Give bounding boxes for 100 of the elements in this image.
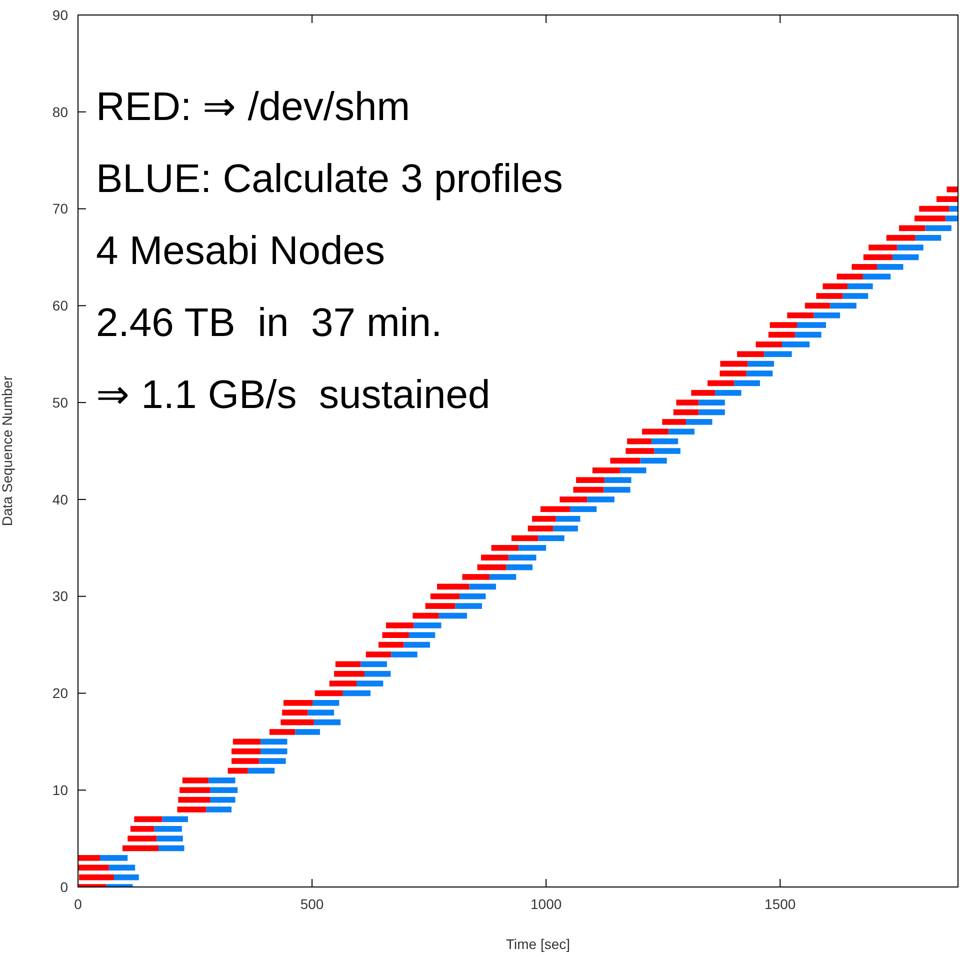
bar: [329, 680, 357, 686]
bar: [206, 806, 232, 812]
bar: [210, 787, 238, 794]
bar: [746, 370, 773, 376]
x-tick-label: 500: [300, 896, 324, 912]
bar: [587, 496, 614, 502]
bar: [814, 312, 840, 318]
bar: [180, 787, 210, 794]
y-axis-title: Data Sequence Number: [0, 376, 15, 526]
bar: [334, 670, 364, 677]
bar: [260, 748, 288, 754]
bar: [863, 254, 892, 260]
bar: [640, 458, 667, 464]
bar: [654, 448, 680, 454]
y-tick-label: 20: [52, 685, 68, 702]
bar: [414, 622, 442, 628]
bar: [154, 826, 182, 832]
bar: [232, 738, 261, 745]
bar: [877, 264, 904, 270]
bar: [78, 855, 100, 861]
bar: [469, 584, 496, 590]
bar: [764, 351, 792, 358]
bar: [228, 768, 248, 774]
bar: [477, 564, 506, 570]
bar: [892, 254, 919, 260]
bar: [720, 370, 746, 376]
y-tick-label: 10: [52, 782, 68, 798]
bar: [158, 845, 184, 852]
bar: [556, 516, 580, 522]
bar: [378, 642, 404, 648]
bar: [604, 486, 630, 493]
bar: [532, 516, 556, 522]
bar: [626, 448, 654, 454]
bar: [511, 535, 538, 542]
y-tick-label: 40: [52, 491, 68, 508]
bar: [830, 302, 856, 309]
bar: [945, 216, 958, 222]
bar: [862, 274, 891, 280]
bar: [560, 496, 588, 502]
bar: [897, 244, 924, 250]
bar: [610, 458, 640, 464]
annotation: 2.46 TB in 37 min.: [96, 301, 442, 345]
bar: [686, 419, 712, 425]
bar: [676, 400, 699, 406]
bar: [308, 710, 334, 716]
bar: [108, 864, 136, 871]
bar: [134, 816, 162, 822]
bar: [570, 506, 597, 512]
bar: [782, 342, 810, 348]
bar: [642, 428, 669, 435]
bar: [130, 826, 154, 832]
bar: [122, 845, 159, 852]
bar: [412, 612, 439, 619]
bar: [78, 864, 109, 871]
bar: [627, 438, 652, 444]
bar: [842, 293, 868, 299]
bar: [949, 206, 958, 212]
bar: [282, 710, 308, 716]
bar: [404, 642, 430, 648]
bar: [698, 400, 725, 406]
bar: [342, 690, 371, 696]
bar: [787, 312, 814, 318]
bar: [506, 564, 533, 570]
y-tick-label: 60: [52, 298, 68, 314]
bar: [114, 874, 139, 880]
bar: [178, 796, 210, 803]
bar: [455, 603, 482, 609]
bar: [260, 738, 288, 745]
bar: [391, 652, 418, 658]
y-tick-label: 30: [52, 588, 68, 604]
y-tick-label: 80: [52, 104, 68, 120]
annotation: BLUE: Calculate 3 profiles: [96, 157, 563, 201]
bar: [668, 428, 694, 435]
bar: [232, 748, 261, 754]
bar: [673, 409, 699, 416]
bar: [651, 438, 678, 444]
bar: [662, 419, 686, 425]
bar: [868, 244, 898, 250]
bar: [489, 574, 516, 580]
bar: [748, 360, 774, 367]
bar: [462, 574, 490, 580]
bar: [408, 632, 436, 638]
bar: [620, 467, 646, 474]
bar: [720, 360, 748, 367]
bar: [698, 409, 725, 416]
bar: [715, 390, 742, 396]
bar: [553, 526, 578, 532]
bar: [438, 612, 467, 619]
bar: [366, 652, 392, 658]
bar: [356, 680, 384, 686]
bar: [795, 332, 822, 338]
bar: [312, 700, 340, 706]
x-tick-label: 1000: [530, 896, 562, 912]
bar: [592, 467, 620, 474]
bar: [491, 544, 518, 551]
bar: [768, 332, 796, 338]
bar: [737, 351, 764, 358]
y-tick-label: 90: [52, 6, 68, 23]
bar: [816, 293, 843, 299]
bar: [177, 806, 206, 812]
